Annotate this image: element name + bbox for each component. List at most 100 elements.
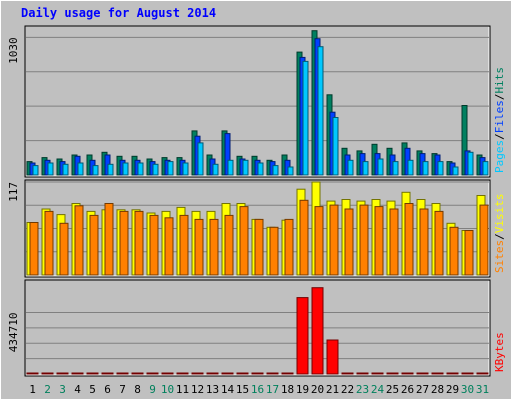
bar-sites-day-30 — [464, 230, 474, 276]
bar-kbytes-day-24 — [371, 372, 384, 375]
bar-sites-day-9 — [149, 214, 159, 276]
bar-pages-day-10 — [167, 161, 174, 176]
panel-kbytes: 434710 KBytes — [7, 279, 506, 377]
bar-pages-day-14 — [227, 159, 234, 176]
bar-kbytes-day-1 — [26, 372, 39, 375]
bar-kbytes-day-16 — [251, 372, 264, 375]
bar-sites-day-5 — [89, 214, 99, 276]
bar-sites-day-27 — [419, 208, 429, 276]
tick-label-day-14: 14 — [221, 383, 235, 396]
bar-sites-day-22 — [344, 208, 354, 276]
tick-label-day-3: 3 — [59, 383, 66, 396]
bar-pages-day-19 — [302, 60, 309, 176]
bar-sites-day-1 — [29, 222, 39, 276]
bar-kbytes-day-5 — [86, 372, 99, 375]
tick-label-day-26: 26 — [401, 383, 414, 396]
bar-pages-day-24 — [377, 158, 384, 176]
bar-kbytes-day-31 — [476, 372, 489, 375]
bar-kbytes-day-7 — [116, 372, 129, 375]
tick-label-day-16: 16 — [251, 383, 264, 396]
bar-kbytes-day-27 — [416, 372, 429, 375]
tick-label-day-24: 24 — [371, 383, 385, 396]
bar-kbytes-day-4 — [71, 372, 84, 375]
bar-kbytes-day-30 — [461, 372, 474, 375]
panel-legend: Sites/Visits — [493, 194, 506, 274]
bar-kbytes-day-8 — [131, 372, 144, 375]
bar-sites-day-31 — [479, 204, 489, 276]
bar-sites-day-29 — [449, 226, 459, 276]
bar-sites-day-7 — [119, 210, 129, 276]
tick-label-day-23: 23 — [356, 383, 369, 396]
tick-label-day-12: 12 — [191, 383, 204, 396]
scale-max-label: 1030 — [7, 37, 20, 64]
tick-label-day-5: 5 — [89, 383, 96, 396]
bar-sites-day-21 — [329, 204, 339, 276]
chart-title: Daily usage for August 2014 — [21, 6, 216, 20]
legend-separator: / — [493, 133, 506, 140]
bar-sites-day-23 — [359, 204, 369, 276]
scale-max-label: 434710 — [7, 312, 20, 352]
tick-label-day-18: 18 — [281, 383, 294, 396]
legend-entry-sites: Sites — [493, 240, 506, 273]
bar-sites-day-25 — [389, 208, 399, 276]
bar-kbytes-day-14 — [221, 372, 234, 375]
tick-label-day-11: 11 — [176, 383, 189, 396]
tick-label-day-13: 13 — [206, 383, 219, 396]
panels: 1030Pages/Files/Hits117Sites/Visits43471… — [7, 25, 506, 377]
bar-kbytes-day-15 — [236, 372, 249, 375]
bar-kbytes-day-18 — [281, 372, 294, 375]
bar-kbytes-day-10 — [161, 372, 174, 375]
tick-label-day-1: 1 — [29, 383, 36, 396]
tick-label-day-7: 7 — [119, 383, 126, 396]
bar-pages-day-30 — [467, 151, 474, 176]
tick-label-day-10: 10 — [161, 383, 174, 396]
bar-sites-day-10 — [164, 217, 174, 276]
legend-separator: / — [493, 233, 506, 240]
tick-label-day-20: 20 — [311, 383, 324, 396]
bar-pages-day-22 — [347, 159, 354, 176]
bar-kbytes-day-3 — [56, 372, 69, 375]
bar-pages-day-29 — [452, 166, 459, 176]
bar-sites-day-2 — [44, 210, 54, 276]
bar-sites-day-3 — [59, 222, 69, 276]
tick-label-day-25: 25 — [386, 383, 399, 396]
panel-legend: KBytes — [493, 332, 506, 372]
tick-label-day-4: 4 — [74, 383, 81, 396]
bar-pages-day-23 — [362, 161, 369, 176]
day-tick-labels: 1 2 3 4 5 6 7 8 9 10 11 12 13 14 15 16 17 18 19 20 21 22 23 24 2… — [29, 383, 489, 396]
bar-pages-day-25 — [392, 161, 399, 176]
bar-sites-day-16 — [254, 218, 264, 276]
bar-kbytes-day-12 — [191, 372, 204, 375]
bar-kbytes-day-23 — [356, 372, 369, 375]
bar-kbytes-day-25 — [386, 372, 399, 375]
bar-pages-day-31 — [482, 161, 489, 176]
bar-sites-day-14 — [224, 214, 234, 276]
bar-pages-day-1 — [32, 165, 39, 176]
bar-pages-day-7 — [122, 162, 129, 176]
legend-entry-visits: Visits — [493, 194, 506, 234]
tick-label-day-28: 28 — [431, 383, 444, 396]
bar-sites-day-8 — [134, 210, 144, 276]
bar-sites-day-20 — [314, 206, 324, 276]
legend-entry-hits: Hits — [493, 67, 506, 94]
bar-pages-day-17 — [272, 165, 279, 176]
scale-max-label: 117 — [7, 182, 20, 202]
tick-label-day-27: 27 — [416, 383, 429, 396]
bar-pages-day-27 — [422, 161, 429, 176]
bar-kbytes-day-11 — [176, 372, 189, 375]
bar-pages-day-15 — [242, 159, 249, 176]
bar-kbytes-day-29 — [446, 372, 459, 375]
bar-sites-day-19 — [299, 199, 309, 276]
bar-sites-day-15 — [239, 206, 249, 276]
bar-sites-day-13 — [209, 218, 219, 276]
tick-label-day-19: 19 — [296, 383, 309, 396]
bar-kbytes-day-21 — [326, 339, 339, 375]
bar-sites-day-11 — [179, 214, 189, 276]
bar-kbytes-day-26 — [401, 372, 414, 375]
tick-label-day-8: 8 — [134, 383, 141, 396]
tick-label-day-2: 2 — [44, 383, 51, 396]
tick-label-day-9: 9 — [149, 383, 156, 396]
tick-label-day-22: 22 — [341, 383, 354, 396]
